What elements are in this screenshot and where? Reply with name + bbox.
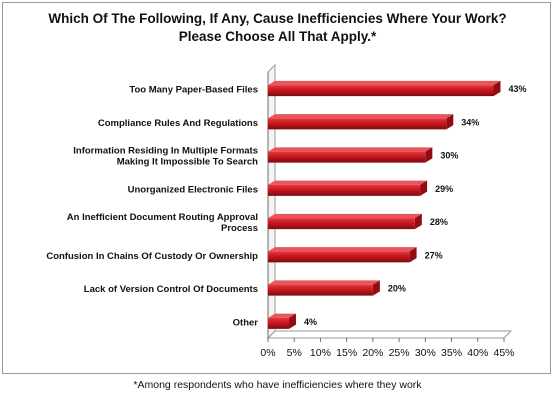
bar-end [288, 313, 296, 329]
bar-top [268, 147, 433, 152]
bar-value-label: 43% [509, 84, 527, 94]
bar-value-label: 20% [388, 284, 406, 294]
bar-value-label: 30% [440, 151, 458, 161]
bar-value-label: 4% [304, 317, 317, 327]
x-tick-label: 20% [362, 347, 383, 359]
x-tick-label: 35% [441, 347, 462, 359]
bar-top [268, 114, 454, 119]
bar-top [268, 213, 422, 219]
x-tick-label: 25% [389, 347, 410, 359]
category-label: An Inefficient Document Routing Approval [67, 212, 258, 223]
category-label: Too Many Paper-Based Files [129, 85, 258, 96]
x-tick-label: 5% [287, 347, 302, 359]
chart-footnote: *Among respondents who have inefficienci… [133, 379, 422, 391]
bar [268, 317, 289, 329]
bar-end [493, 80, 501, 97]
category-label: Making It Impossible To Search [117, 157, 258, 168]
bar-top [268, 247, 417, 252]
bar-top [268, 180, 428, 185]
bar [268, 218, 415, 230]
bar-end [425, 147, 433, 163]
side-wall [267, 63, 276, 340]
category-label: Unorganized Electronic Files [128, 184, 258, 195]
category-label: Confusion In Chains Of Custody Or Owners… [46, 251, 258, 262]
category-label: Lack of Version Control Of Documents [84, 284, 258, 295]
bar [268, 118, 447, 130]
chart-title: Which Of The Following, If Any, Cause In… [48, 11, 507, 44]
floor [266, 330, 513, 339]
bar-top [268, 280, 380, 285]
bar [268, 251, 410, 263]
x-tick-label: 15% [336, 347, 357, 359]
bar [268, 184, 421, 196]
bar-end [372, 280, 380, 296]
x-tick-label: 45% [493, 347, 514, 359]
bar-top [268, 80, 501, 86]
category-label: Compliance Rules And Regulations [98, 118, 258, 129]
bar-top [268, 313, 296, 318]
bar-value-label: 28% [430, 217, 448, 227]
category-label: Other [233, 317, 259, 328]
x-tick-label: 30% [415, 347, 436, 359]
bar-end [409, 247, 417, 263]
bar-value-label: 34% [461, 117, 479, 127]
x-tick-label: 0% [260, 347, 275, 359]
bar-end [414, 213, 422, 230]
bar [268, 151, 426, 163]
bar-value-label: 27% [425, 250, 443, 260]
bar-end [446, 114, 454, 130]
x-tick-label: 10% [310, 347, 331, 359]
bar [268, 284, 373, 296]
bar-end [420, 180, 428, 196]
bar [268, 85, 494, 97]
x-tick-label: 40% [467, 347, 488, 359]
bar-value-label: 29% [435, 184, 453, 194]
category-label: Process [221, 223, 258, 234]
category-label: Information Residing In Multiple Formats [73, 146, 258, 157]
